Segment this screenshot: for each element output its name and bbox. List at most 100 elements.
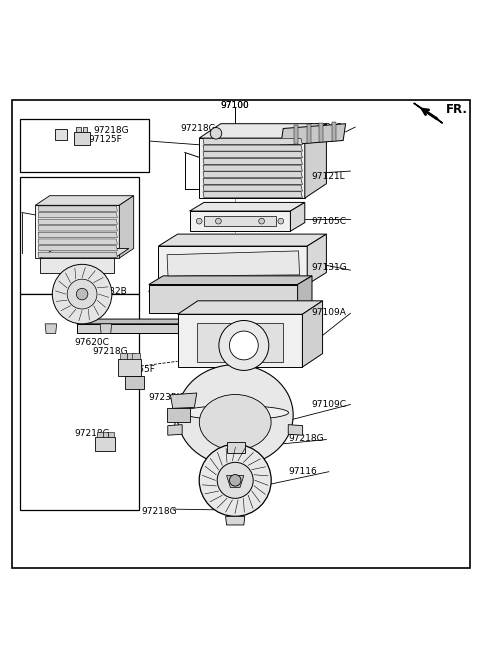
Circle shape <box>67 279 97 309</box>
Polygon shape <box>203 152 302 158</box>
Polygon shape <box>108 432 114 437</box>
Polygon shape <box>103 432 108 437</box>
Polygon shape <box>290 202 305 231</box>
Circle shape <box>199 444 271 516</box>
Polygon shape <box>170 393 197 408</box>
Text: 97100: 97100 <box>221 102 250 110</box>
Polygon shape <box>38 239 117 244</box>
Polygon shape <box>203 192 302 198</box>
Text: 97218G: 97218G <box>288 434 324 443</box>
Circle shape <box>278 218 284 224</box>
Polygon shape <box>20 176 139 294</box>
Polygon shape <box>38 213 117 218</box>
Polygon shape <box>38 232 117 237</box>
Polygon shape <box>199 124 326 138</box>
Text: 97218G: 97218G <box>94 126 129 136</box>
Polygon shape <box>149 285 298 313</box>
Polygon shape <box>197 323 283 362</box>
Polygon shape <box>35 196 133 205</box>
Circle shape <box>219 321 269 370</box>
Ellipse shape <box>182 406 288 420</box>
Polygon shape <box>127 353 135 359</box>
Polygon shape <box>76 127 81 132</box>
Polygon shape <box>95 437 115 451</box>
Text: 97109C: 97109C <box>311 400 346 409</box>
Text: 97620C: 97620C <box>74 338 109 346</box>
Polygon shape <box>168 425 182 435</box>
Polygon shape <box>332 122 336 142</box>
Polygon shape <box>20 294 139 510</box>
Polygon shape <box>203 138 302 144</box>
Polygon shape <box>40 258 114 273</box>
Polygon shape <box>190 211 290 231</box>
Polygon shape <box>167 408 190 422</box>
Polygon shape <box>119 196 133 258</box>
Polygon shape <box>281 124 346 145</box>
Polygon shape <box>178 315 302 367</box>
Polygon shape <box>305 124 326 198</box>
Polygon shape <box>203 178 302 184</box>
Ellipse shape <box>199 394 271 450</box>
Polygon shape <box>203 145 302 151</box>
Polygon shape <box>203 185 302 191</box>
Polygon shape <box>118 359 141 376</box>
Circle shape <box>229 475 241 486</box>
Polygon shape <box>38 225 117 231</box>
Circle shape <box>52 265 112 324</box>
Polygon shape <box>298 276 312 313</box>
Text: 97109A: 97109A <box>311 308 346 317</box>
Text: 97218G: 97218G <box>74 429 110 438</box>
Polygon shape <box>125 376 144 389</box>
Polygon shape <box>227 475 244 487</box>
Polygon shape <box>35 205 119 258</box>
Polygon shape <box>204 216 276 226</box>
Text: 97100: 97100 <box>221 102 250 110</box>
Polygon shape <box>307 124 311 144</box>
Polygon shape <box>83 127 87 132</box>
Polygon shape <box>203 165 302 171</box>
Polygon shape <box>158 246 307 285</box>
Text: 97116: 97116 <box>288 467 317 476</box>
Polygon shape <box>55 128 67 140</box>
Circle shape <box>196 218 202 224</box>
Text: 97131G: 97131G <box>311 263 347 272</box>
Polygon shape <box>180 319 187 332</box>
Circle shape <box>229 331 258 360</box>
Text: 97105C: 97105C <box>311 217 346 225</box>
Circle shape <box>217 462 253 498</box>
Text: 97125F: 97125F <box>89 135 122 144</box>
Text: 97218G: 97218G <box>142 507 177 515</box>
Polygon shape <box>226 516 245 525</box>
Polygon shape <box>307 234 326 285</box>
Polygon shape <box>203 158 302 164</box>
Polygon shape <box>294 125 298 144</box>
Polygon shape <box>38 245 117 251</box>
Text: 97218G: 97218G <box>180 124 216 133</box>
Polygon shape <box>45 324 57 333</box>
Polygon shape <box>40 249 129 258</box>
Polygon shape <box>319 123 323 142</box>
Polygon shape <box>167 251 300 276</box>
Ellipse shape <box>177 364 293 465</box>
Text: 97235K: 97235K <box>149 393 183 402</box>
Polygon shape <box>77 324 180 332</box>
Polygon shape <box>38 219 117 225</box>
Circle shape <box>210 128 222 139</box>
Polygon shape <box>288 425 303 435</box>
Circle shape <box>216 218 221 224</box>
Polygon shape <box>38 252 117 257</box>
Text: 97127F: 97127F <box>308 122 342 132</box>
Polygon shape <box>149 276 312 285</box>
Circle shape <box>76 289 88 300</box>
Polygon shape <box>77 319 187 324</box>
Polygon shape <box>190 202 305 211</box>
Polygon shape <box>414 103 443 123</box>
Polygon shape <box>178 301 323 315</box>
Polygon shape <box>97 432 103 437</box>
Polygon shape <box>20 119 149 172</box>
Text: 97121L: 97121L <box>311 172 345 181</box>
Polygon shape <box>132 353 140 359</box>
Polygon shape <box>74 132 90 145</box>
Polygon shape <box>199 138 305 198</box>
Text: 97155F: 97155F <box>121 366 155 374</box>
